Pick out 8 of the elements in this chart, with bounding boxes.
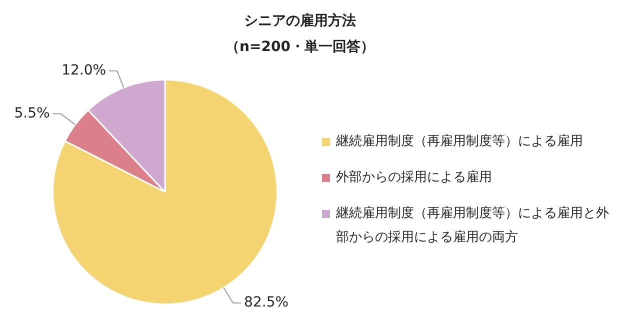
chart-subtitle: （n=200・単一回答） bbox=[224, 38, 376, 57]
data-label: 5.5% bbox=[14, 105, 50, 122]
chart-title: シニアの雇用方法 bbox=[243, 12, 357, 31]
data-label: 82.5% bbox=[244, 294, 289, 311]
legend-label: 外部からの採用による雇用 bbox=[336, 169, 492, 187]
data-label: 12.0% bbox=[62, 62, 106, 79]
legend-label: 継続雇用制度（再雇用制度等）による雇用と外部からの採用による雇用の両方 bbox=[336, 205, 610, 247]
legend-label: 継続雇用制度（再雇用制度等）による雇用 bbox=[336, 133, 583, 151]
